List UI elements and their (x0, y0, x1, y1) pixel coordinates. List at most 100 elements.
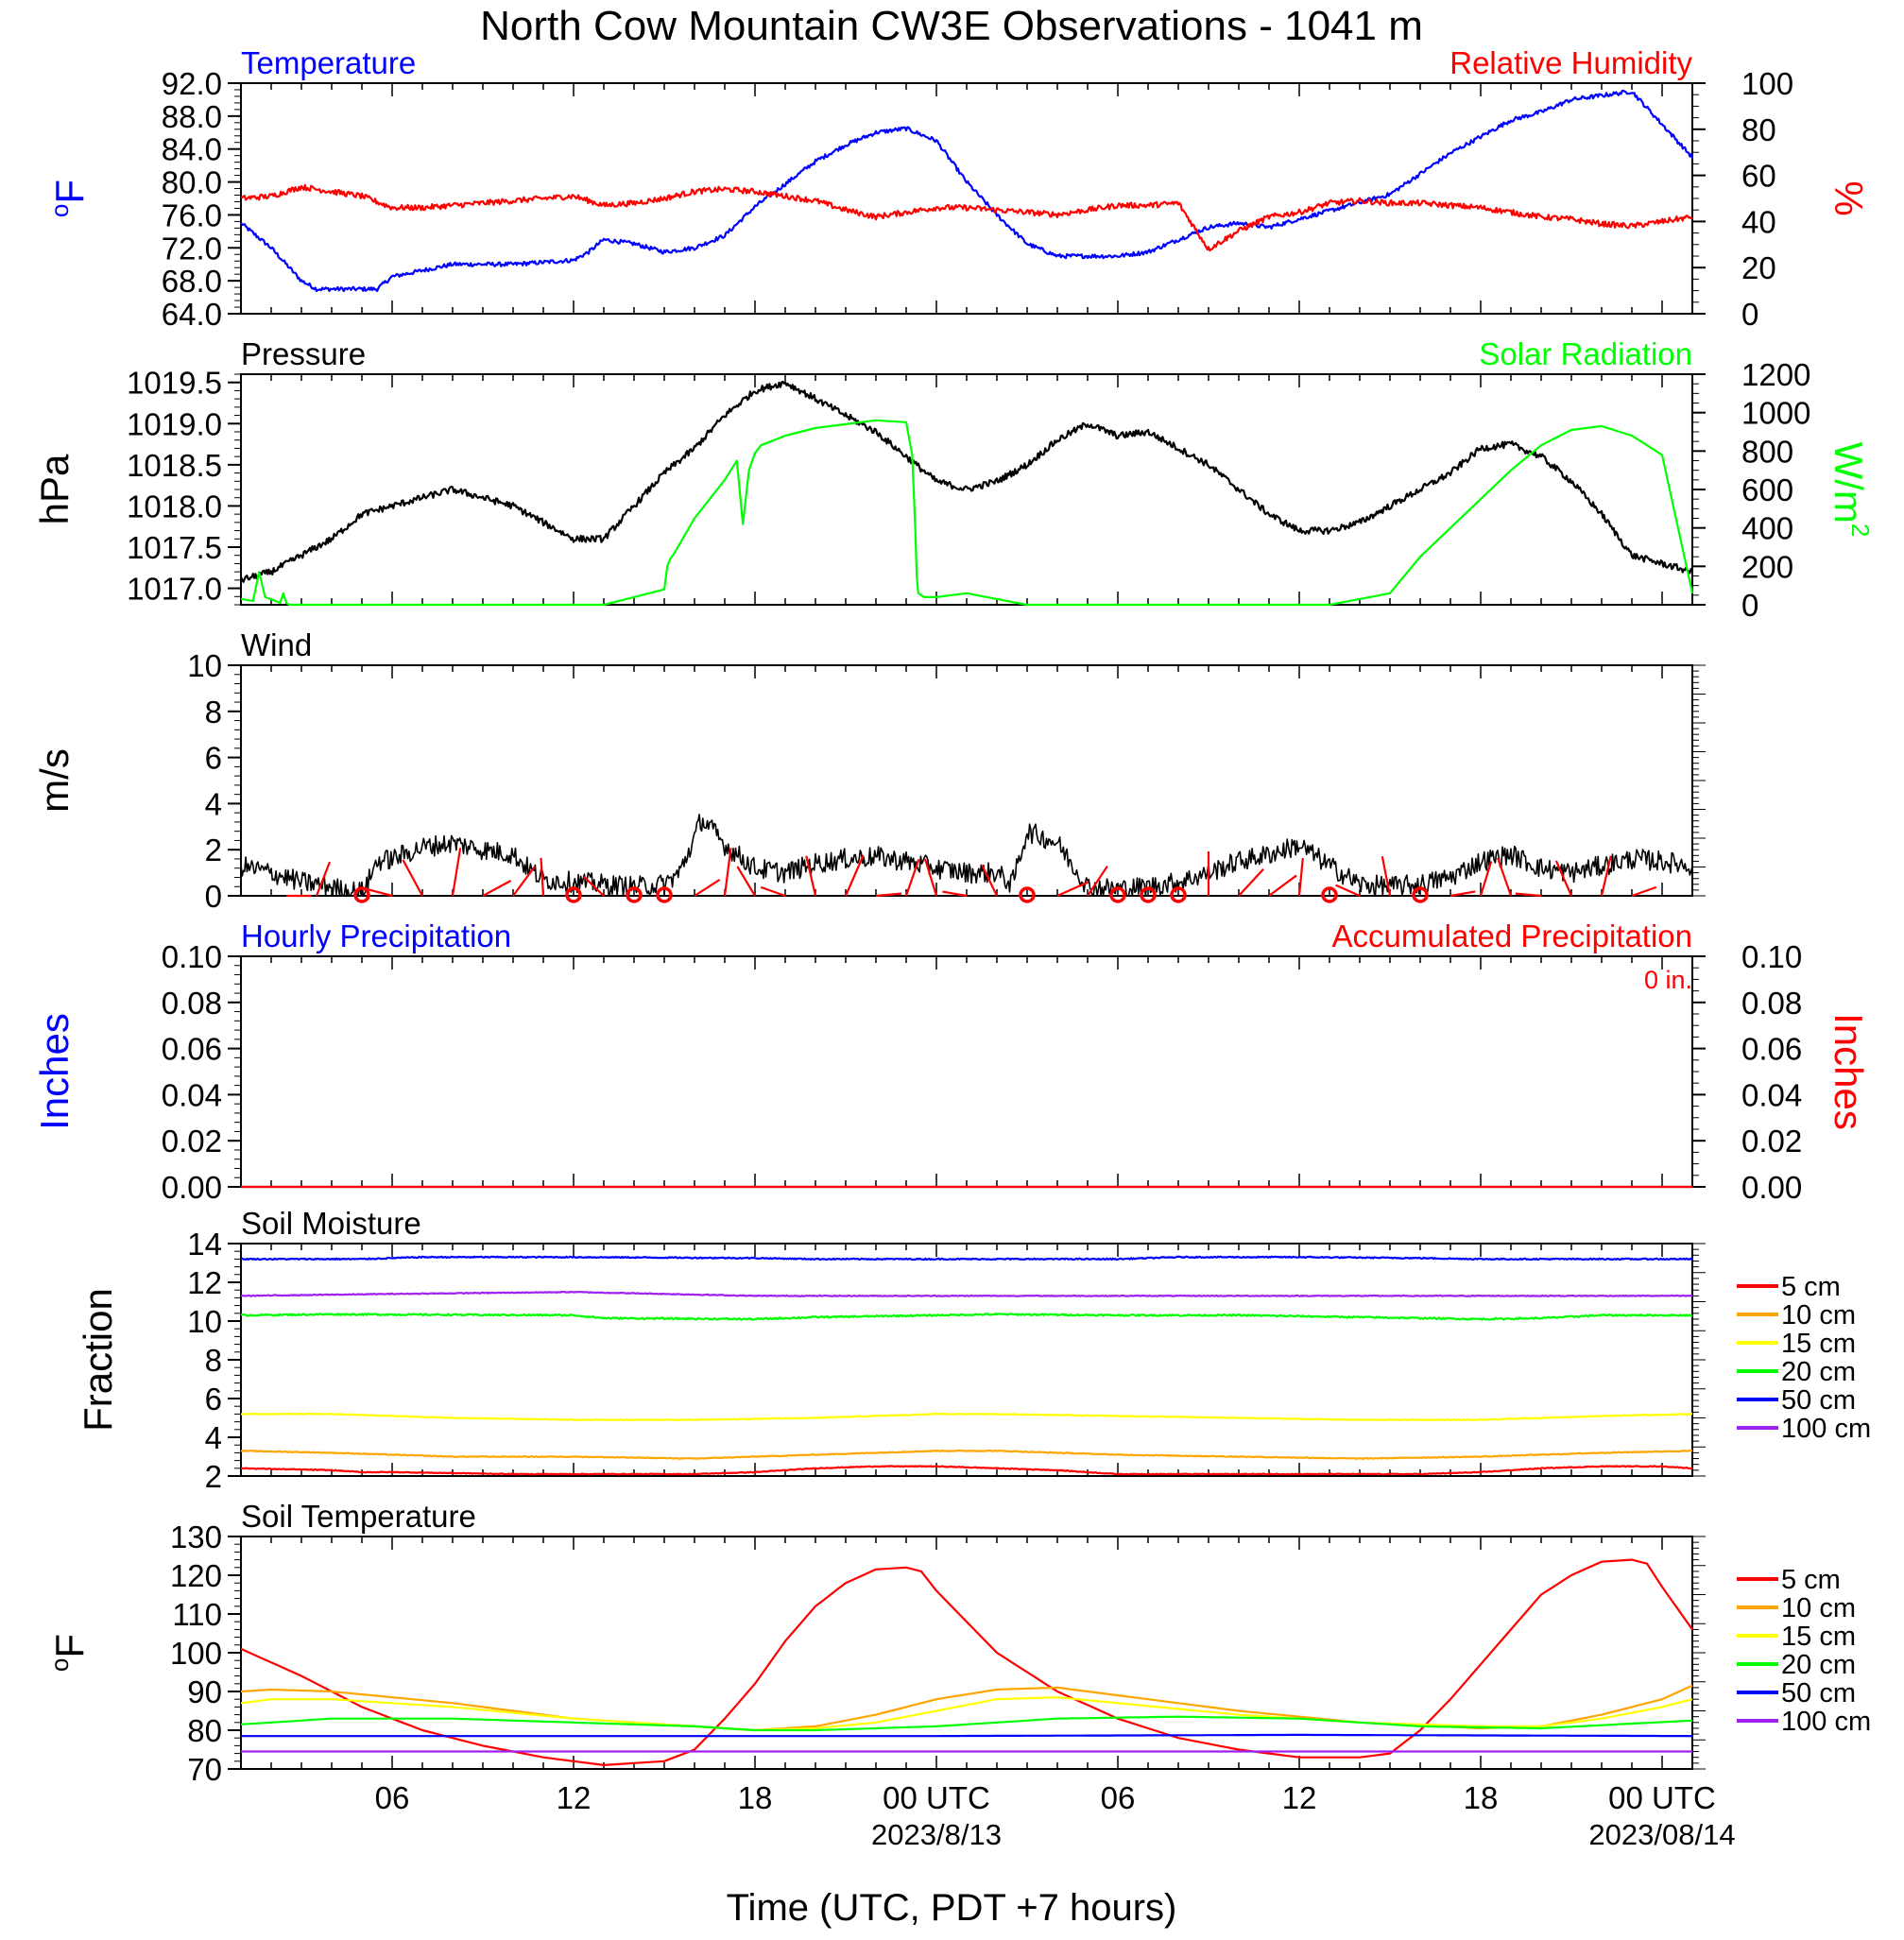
wind-calm-marker (626, 886, 643, 903)
y2-axis-label-sup: 2 (1846, 524, 1875, 537)
y-tick-label: 10 (187, 648, 222, 683)
wind-barb (942, 890, 968, 898)
wind-calm-marker (1109, 886, 1126, 903)
y2-tick-label: 0.04 (1741, 1077, 1802, 1112)
y-tick-label: 4 (205, 1420, 222, 1455)
y2-tick-label: 80 (1741, 112, 1776, 147)
y-tick-label: 1017.5 (127, 530, 222, 565)
series-line-soil_moisture-4 (241, 1255, 1693, 1262)
y-axis-label: oF (45, 1634, 92, 1672)
y-axis-label: hPa (32, 454, 77, 524)
wind-barb (736, 866, 756, 897)
y-tick-label: 100 (170, 1636, 222, 1671)
wind-barb (402, 859, 423, 897)
y2-tick-label: 0.06 (1741, 1032, 1802, 1067)
y-tick-label: 6 (205, 1382, 222, 1416)
series-line-pressure_solar-1 (240, 419, 1694, 607)
panels-group: 64.068.072.076.080.084.088.092.002040608… (32, 45, 1875, 1851)
wind-barb (1449, 890, 1476, 898)
y2-tick-label: 40 (1741, 204, 1776, 239)
y2-tick-label: 0.00 (1741, 1170, 1802, 1205)
y-tick-label: 0 (205, 879, 222, 914)
y-tick-label: 0.06 (162, 1032, 222, 1067)
series-line-soil_moisture-2 (240, 1412, 1693, 1422)
series-line-soil_moisture-1 (240, 1449, 1693, 1460)
wind-barb (1631, 885, 1657, 898)
y-tick-label: 8 (205, 1343, 222, 1378)
y-tick-label: 1018.0 (127, 489, 222, 524)
y-axis-label: Fraction (76, 1288, 120, 1432)
y2-tick-label: 800 (1741, 434, 1793, 469)
y2-tick-label: 0.02 (1741, 1124, 1802, 1159)
y-tick-label: 80 (187, 1713, 222, 1748)
wind-barb (1381, 855, 1392, 897)
x-tick-label: 12 (1282, 1780, 1317, 1815)
wind-barb (1056, 881, 1089, 898)
y-tick-label: 0.02 (162, 1124, 222, 1159)
wind-barb (805, 855, 817, 897)
y2-tick-label: 100 (1741, 66, 1793, 101)
y-axis-label-sup: o (45, 1658, 74, 1672)
wind-barb (1335, 884, 1361, 898)
y2-axis-label: Inches (1827, 1013, 1871, 1130)
y-tick-label: 8 (205, 695, 222, 730)
x-tick-label: 12 (557, 1780, 592, 1815)
wind-barb (482, 880, 512, 897)
panel-title-left: Wind (241, 627, 312, 662)
y-tick-label: 0.00 (162, 1170, 222, 1205)
wind-barb (1515, 892, 1542, 898)
y-axis-label-sup: o (45, 204, 74, 217)
wind-barb (1297, 857, 1304, 897)
legend-label: 10 cm (1781, 1300, 1856, 1331)
accumulated-total-label: 0 in. (1644, 966, 1692, 994)
x-date-label: 2023/8/13 (871, 1818, 1002, 1851)
series-line-soil_temp-3 (240, 1715, 1693, 1732)
wind-calm-marker (1140, 886, 1157, 903)
legend-label: 5 cm (1781, 1565, 1841, 1595)
legend-label: 50 cm (1781, 1385, 1856, 1416)
y2-axis-label: % (1827, 180, 1871, 215)
x-date-label: 2023/08/14 (1588, 1818, 1735, 1851)
y-tick-label: 120 (170, 1558, 222, 1593)
chart-title: North Cow Mountain CW3E Observations - 1… (480, 3, 1423, 49)
wind-barb (583, 876, 605, 897)
y2-tick-label: 0 (1741, 588, 1758, 623)
series-line-wind-0 (240, 814, 1693, 897)
y-tick-label: 64.0 (162, 297, 222, 332)
panel-title-left: Soil Moisture (241, 1206, 421, 1241)
y-tick-label: 0.08 (162, 986, 222, 1021)
series-line-soil_temp-0 (240, 1558, 1693, 1766)
wind-barb (904, 859, 920, 897)
x-tick-label: 18 (738, 1780, 773, 1815)
y-tick-label: 12 (187, 1265, 222, 1300)
wind-barb (1554, 860, 1573, 897)
wind-barb (1479, 861, 1493, 897)
wind-barb (451, 848, 462, 897)
y-tick-label: 84.0 (162, 132, 222, 167)
y2-tick-label: 0.08 (1741, 986, 1802, 1021)
x-tick-label: 06 (375, 1780, 410, 1815)
wind-barb (512, 866, 536, 897)
y-tick-label: 92.0 (162, 66, 222, 101)
y-tick-label: 70 (187, 1752, 222, 1787)
legend-label: 10 cm (1781, 1593, 1856, 1623)
y-axis-label: Inches (32, 1013, 77, 1130)
wind-barb (1087, 865, 1108, 897)
wind-calm-marker (656, 886, 673, 903)
wind-barb (540, 857, 545, 897)
y-tick-label: 0.10 (162, 939, 222, 974)
series-line-soil_temp-2 (240, 1696, 1693, 1732)
wind-calm-marker (353, 886, 370, 903)
wind-calm-marker (565, 886, 582, 903)
wind-barb (1238, 868, 1264, 897)
panel-title-right: Solar Radiation (1479, 336, 1692, 371)
y2-tick-label: 60 (1741, 159, 1776, 194)
y-tick-label: 80.0 (162, 165, 222, 200)
wind-barb (694, 879, 721, 897)
y-tick-label: 130 (170, 1519, 222, 1554)
panel-title-left: Hourly Precipitation (241, 918, 511, 953)
